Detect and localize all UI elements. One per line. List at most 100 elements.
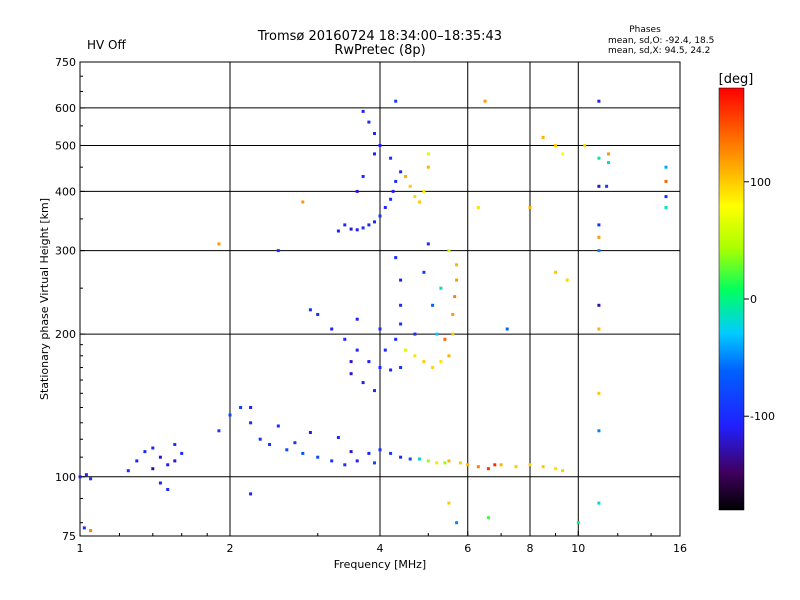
data-point xyxy=(605,184,609,188)
data-point xyxy=(561,152,565,156)
data-point xyxy=(276,424,280,428)
data-point xyxy=(355,189,359,193)
data-point xyxy=(180,451,184,455)
data-point xyxy=(367,360,371,364)
data-point xyxy=(158,481,162,485)
colorbar-title: [deg] xyxy=(719,72,754,87)
data-points xyxy=(78,99,668,533)
data-point xyxy=(373,132,376,135)
data-point xyxy=(89,477,93,481)
data-point xyxy=(447,501,451,505)
data-point xyxy=(330,459,334,463)
data-point xyxy=(399,170,403,174)
data-point xyxy=(455,263,459,267)
data-point xyxy=(439,286,443,290)
data-point xyxy=(389,368,393,372)
data-point xyxy=(597,223,601,227)
data-point xyxy=(431,366,435,369)
data-point xyxy=(541,465,545,469)
data-point xyxy=(486,467,490,471)
data-point xyxy=(151,467,155,471)
data-point xyxy=(399,322,403,326)
data-point xyxy=(451,332,455,336)
data-point xyxy=(361,381,365,385)
data-point xyxy=(439,360,443,364)
data-point xyxy=(355,228,359,232)
data-point xyxy=(308,431,312,434)
data-point xyxy=(166,488,170,491)
data-point xyxy=(408,184,412,188)
data-point xyxy=(422,189,426,193)
x-axis-label: Frequency [MHz] xyxy=(334,558,426,571)
data-point xyxy=(505,327,509,331)
data-point xyxy=(413,354,417,358)
y-tick-label: 750 xyxy=(55,56,76,69)
data-point xyxy=(664,179,668,183)
data-point xyxy=(373,461,376,465)
colorbar-tick-label: 100 xyxy=(750,176,771,189)
y-tick-label: 500 xyxy=(55,139,76,152)
data-point xyxy=(426,152,430,156)
data-point xyxy=(249,492,253,496)
y-axis-label: Stationary phase Virtual Height [km] xyxy=(38,198,51,400)
data-point xyxy=(367,451,371,455)
data-point xyxy=(378,144,382,147)
data-point xyxy=(343,223,347,227)
data-point xyxy=(426,459,430,463)
data-point xyxy=(528,463,532,467)
data-point xyxy=(82,526,86,530)
data-point xyxy=(389,197,393,201)
data-point xyxy=(404,175,407,178)
data-point xyxy=(554,144,557,147)
colorbar-ticks: 100 0 -100 xyxy=(744,176,775,423)
data-point xyxy=(565,278,569,282)
legend-title: Phases xyxy=(629,25,661,35)
data-point xyxy=(597,156,601,160)
data-point xyxy=(399,366,403,369)
data-point xyxy=(597,249,601,253)
data-point xyxy=(597,501,601,505)
data-point xyxy=(597,303,601,307)
data-point xyxy=(447,354,451,358)
data-point xyxy=(458,461,462,465)
data-point xyxy=(258,437,262,441)
data-point xyxy=(391,189,395,193)
chart-subtitle: RwPretec (8p) xyxy=(334,43,425,58)
data-point xyxy=(443,337,447,341)
data-point xyxy=(316,313,320,316)
y-tick-label: 400 xyxy=(55,185,76,198)
data-point xyxy=(399,278,403,282)
data-point xyxy=(373,389,376,393)
data-point xyxy=(143,450,147,454)
x-tick-label: 1 xyxy=(77,542,84,555)
data-point xyxy=(399,303,403,307)
data-point xyxy=(583,144,587,147)
data-point xyxy=(476,206,480,209)
data-point xyxy=(426,242,430,246)
data-point xyxy=(173,459,177,463)
data-point xyxy=(486,516,490,520)
data-point xyxy=(367,120,371,124)
x-tick-label: 16 xyxy=(673,542,687,555)
data-point xyxy=(451,313,455,316)
data-point xyxy=(447,459,451,463)
data-point xyxy=(373,152,376,156)
data-point xyxy=(349,450,353,454)
data-point xyxy=(597,327,601,331)
data-point xyxy=(378,366,382,369)
data-point xyxy=(597,99,601,103)
data-point xyxy=(443,461,447,465)
data-point xyxy=(308,308,312,312)
y-tick-label: 300 xyxy=(55,245,76,258)
data-point xyxy=(422,360,426,364)
legend-line-o: mean, sd,O: -92.4, 18.5 xyxy=(608,36,714,46)
data-point xyxy=(336,229,340,233)
data-point xyxy=(422,270,426,274)
data-point xyxy=(413,332,417,336)
data-point xyxy=(576,521,580,525)
data-point xyxy=(383,348,387,352)
data-point xyxy=(554,467,557,471)
data-point xyxy=(389,451,393,455)
y-axis-ticks: 75 100 200 300 400 500 600 750 xyxy=(55,56,85,543)
